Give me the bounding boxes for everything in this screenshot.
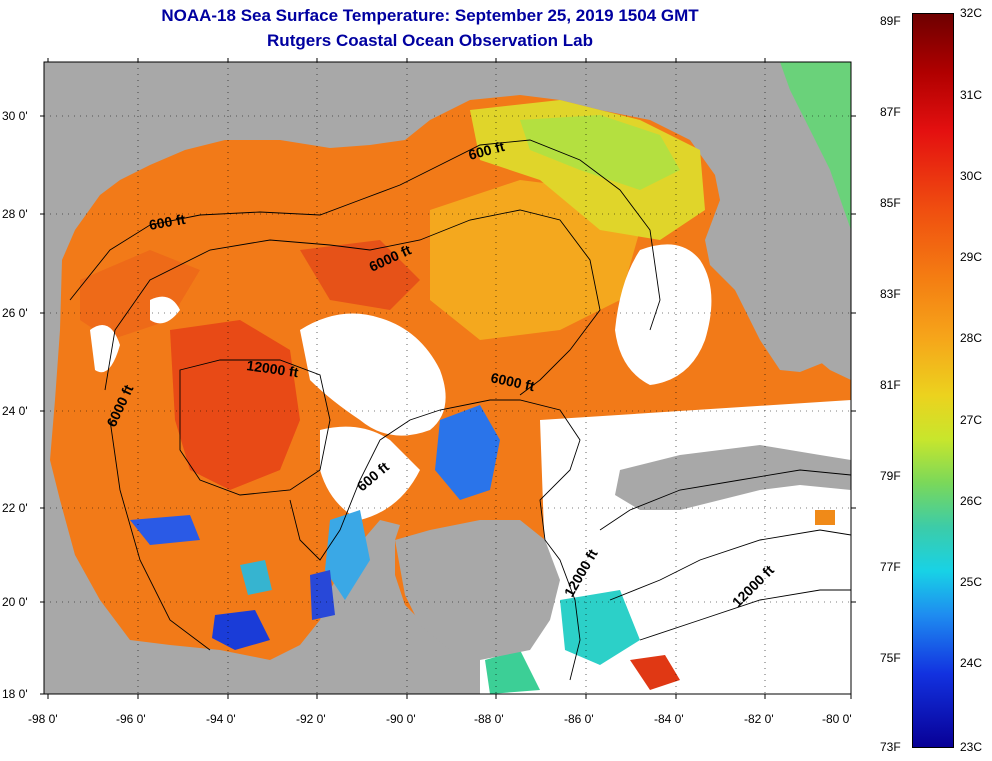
isobath-contours <box>69 139 851 681</box>
colorbar-c-label: 26C <box>960 494 983 508</box>
colorbar-c-label: 27C <box>960 413 983 427</box>
colorbar-f-label: 75F <box>880 651 901 665</box>
atlantic-water <box>780 62 851 230</box>
colorbar-f-label: 89F <box>880 14 901 28</box>
lat-label: 22 0' <box>2 501 28 515</box>
graticule <box>44 62 851 694</box>
lat-label: 18 0' <box>2 687 28 701</box>
colorbar-c-label: 30C <box>960 169 983 183</box>
warm-core <box>170 320 300 490</box>
axis-ticks <box>40 58 856 699</box>
isobath-label: 600 ft <box>148 211 187 233</box>
lat-label: 20 0' <box>2 595 28 609</box>
cloud-patch <box>300 313 446 436</box>
lon-label: -88 0' <box>474 712 504 726</box>
lon-label: -86 0' <box>564 712 594 726</box>
colorbar <box>912 13 954 748</box>
colorbar-c-label: 31C <box>960 88 983 102</box>
colorbar-c-label: 32C <box>960 6 983 20</box>
colorbar-f-label: 85F <box>880 196 901 210</box>
isobath-label: 12000 ft <box>246 357 300 380</box>
colorbar-f-label: 83F <box>880 287 901 301</box>
yucatan <box>395 520 560 660</box>
colorbar-f-label: 79F <box>880 469 901 483</box>
lat-label: 30 0' <box>2 109 28 123</box>
lat-label: 24 0' <box>2 404 28 418</box>
lon-label: -82 0' <box>744 712 774 726</box>
colorbar-f-label: 87F <box>880 105 901 119</box>
cold-patch <box>212 610 270 650</box>
map-frame <box>43 61 852 695</box>
colorbar-c-label: 24C <box>960 656 983 670</box>
lon-label: -92 0' <box>296 712 326 726</box>
colorbar-f-label: 81F <box>880 378 901 392</box>
lat-label: 28 0' <box>2 207 28 221</box>
colorbar-c-label: 25C <box>960 575 983 589</box>
latitude-labels: 30 0' 28 0' 26 0' 24 0' 22 0' 20 0' 18 0… <box>2 109 28 701</box>
lon-label: -98 0' <box>28 712 58 726</box>
colorbar-c-label: 28C <box>960 331 983 345</box>
colorbar-c-label: 23C <box>960 740 983 754</box>
lon-label: -84 0' <box>654 712 684 726</box>
chart-subtitle: Rutgers Coastal Ocean Observation Lab <box>267 31 593 50</box>
chart-title: NOAA-18 Sea Surface Temperature: Septemb… <box>161 6 699 25</box>
lat-label: 26 0' <box>2 306 28 320</box>
cuba <box>615 445 851 510</box>
lon-label: -80 0' <box>822 712 852 726</box>
colorbar-c-label: 29C <box>960 250 983 264</box>
longitude-labels: -98 0' -96 0' -94 0' -92 0' -90 0' -88 0… <box>28 712 852 726</box>
colorbar-f-label: 73F <box>880 740 901 754</box>
colorbar-f-label: 77F <box>880 560 901 574</box>
lon-label: -96 0' <box>116 712 146 726</box>
lon-label: -90 0' <box>386 712 416 726</box>
lon-label: -94 0' <box>206 712 236 726</box>
florida <box>690 62 840 372</box>
